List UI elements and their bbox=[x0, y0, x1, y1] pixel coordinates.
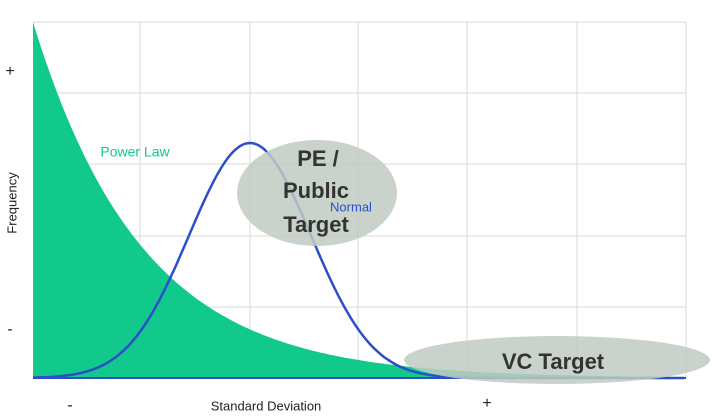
normal-label: Normal bbox=[330, 199, 372, 214]
y-low: - bbox=[7, 321, 12, 338]
vc-region bbox=[404, 336, 710, 384]
power-law-area bbox=[33, 22, 686, 378]
region-label: VC Target bbox=[502, 349, 605, 374]
region-label: PE / bbox=[297, 146, 339, 171]
x-axis-label: Standard Deviation bbox=[211, 398, 322, 413]
region-label: Target bbox=[283, 212, 349, 237]
y-axis-label: Frequency bbox=[4, 172, 19, 234]
x-low: - bbox=[67, 397, 72, 414]
y-high: + bbox=[5, 63, 14, 80]
pe-region bbox=[237, 140, 397, 246]
power-law-label: Power Law bbox=[100, 144, 170, 160]
x-high: + bbox=[482, 395, 491, 412]
region-label: Public bbox=[283, 178, 349, 203]
